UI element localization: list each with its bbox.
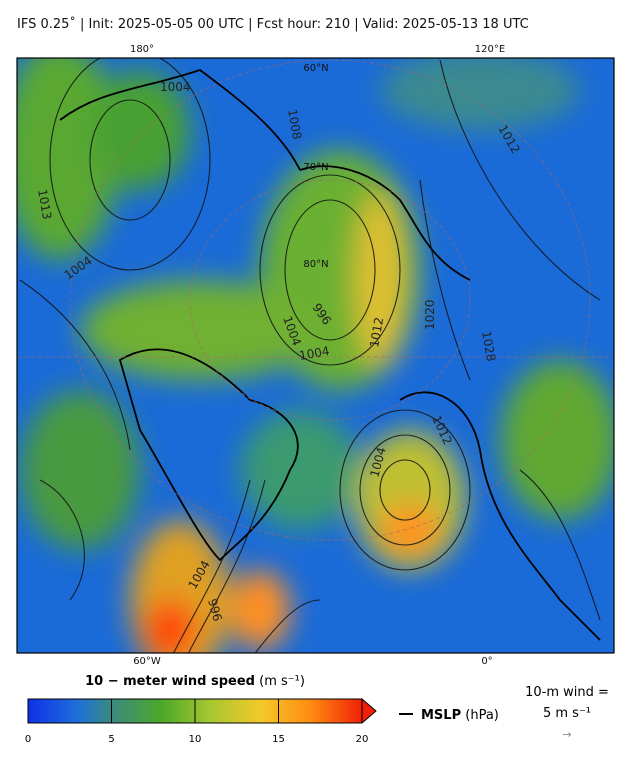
- colorbar-tick-label: 5: [108, 734, 114, 745]
- contour-label: 1013: [35, 188, 54, 221]
- colorbar-ticks: 0 5 10 15 20: [25, 699, 369, 745]
- mslp-unit: (hPa): [465, 708, 499, 723]
- mslp-contours: [19, 58, 601, 653]
- colorbar-tick-label: 0: [25, 734, 31, 745]
- contour-label: 1004: [160, 80, 191, 94]
- wind-key-value: 5 m s⁻¹: [543, 706, 591, 721]
- colorbar-unit: (m s⁻¹): [259, 674, 305, 689]
- contour-label: 1004: [298, 344, 331, 363]
- wind-key: 10-m wind =: [525, 685, 609, 700]
- contour-label: 996: [205, 597, 224, 623]
- colorbar-label: 10 − meter wind speed (m s⁻¹): [85, 674, 305, 689]
- contour-label: 1008: [285, 108, 304, 141]
- graticule: [17, 59, 614, 541]
- map: [17, 58, 614, 653]
- lat-label: 80°N: [303, 259, 328, 270]
- lat-label: 70°N: [303, 162, 328, 173]
- title: IFS 0.25˚ | Init: 2025-05-05 00 UTC | Fc…: [17, 16, 529, 32]
- mslp-label: MSLP: [421, 708, 461, 723]
- colorbar-extend: [362, 699, 376, 723]
- lon-label: 180°: [130, 44, 154, 55]
- colorbar-tick-label: 15: [272, 734, 285, 745]
- map-frame: [16, 57, 615, 654]
- contour-label: 1020: [423, 299, 437, 330]
- colorbar-tick-label: 20: [356, 734, 369, 745]
- coastlines: [59, 68, 601, 641]
- lon-label: 120°E: [475, 44, 505, 55]
- wind-key-arrow: →: [562, 728, 571, 741]
- colorbar-tick-label: 10: [189, 734, 202, 745]
- contour-label: 1028: [479, 330, 498, 363]
- lat-label: 60°N: [303, 63, 328, 74]
- colorbar-title: 10 − meter wind speed: [85, 674, 255, 689]
- contour-label: 1012: [367, 316, 386, 349]
- lon-label: 60°W: [133, 656, 161, 667]
- lon-label: 0°: [481, 656, 492, 667]
- mslp-legend: MSLP (hPa): [421, 708, 499, 723]
